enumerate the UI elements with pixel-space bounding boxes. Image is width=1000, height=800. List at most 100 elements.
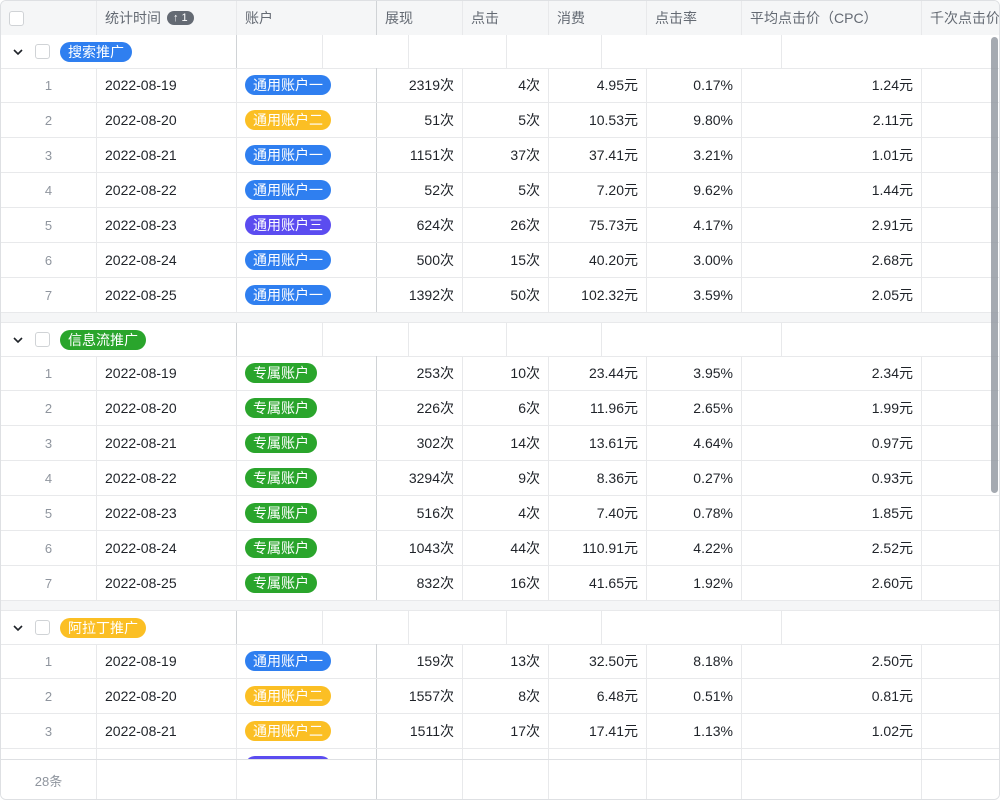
- table-row[interactable]: 6 2022-08-24 通用账户一 500次 15次 40.20元 3.00%…: [1, 243, 999, 278]
- cost-cell: 37.41元: [549, 138, 647, 172]
- ctr-cell: 0.17%: [647, 68, 742, 102]
- clicks-cell: 26次: [463, 208, 549, 242]
- header-cpc[interactable]: 平均点击价（CPC）: [742, 1, 922, 35]
- chevron-down-icon[interactable]: [11, 621, 25, 635]
- table-row[interactable]: 7 2022-08-25 专属账户 832次 16次 41.65元 1.92% …: [1, 566, 999, 601]
- account-tag: 通用账户一: [245, 285, 331, 305]
- cpc-cell: 1.01元: [742, 138, 922, 172]
- cpc-cell: 2.05元: [742, 278, 922, 312]
- table-row[interactable]: 1 2022-08-19 通用账户一 159次 13次 32.50元 8.18%…: [1, 644, 999, 679]
- header-clicks[interactable]: 点击: [463, 1, 549, 35]
- cost-cell: 32.50元: [549, 644, 647, 678]
- impressions-cell: 51次: [377, 103, 463, 137]
- date-cell: 2022-08-21: [97, 138, 237, 172]
- cpc-cell: 1.02元: [742, 714, 922, 748]
- group-checkbox[interactable]: [35, 332, 50, 347]
- clicks-cell: 16次: [463, 566, 549, 600]
- account-cell: 通用账户一: [237, 278, 377, 312]
- cost-cell: 7.40元: [549, 496, 647, 530]
- ctr-cell: 2.65%: [647, 391, 742, 425]
- cpm-cell: [922, 496, 999, 530]
- header-cost[interactable]: 消费: [549, 1, 647, 35]
- row-index: 1: [1, 644, 97, 678]
- date-cell: 2022-08-19: [97, 356, 237, 390]
- header-impressions[interactable]: 展现: [377, 1, 463, 35]
- group-tag: 阿拉丁推广: [60, 617, 146, 638]
- cpc-cell: 1.24元: [742, 68, 922, 102]
- row-index: 6: [1, 243, 97, 277]
- cpm-cell: [922, 426, 999, 460]
- account-tag: 通用账户三: [245, 215, 331, 235]
- header-ctr[interactable]: 点击率: [647, 1, 742, 35]
- date-cell: 2022-08-21: [97, 426, 237, 460]
- cpc-cell: 2.34元: [742, 356, 922, 390]
- impressions-cell: 500次: [377, 243, 463, 277]
- table-row[interactable]: 1 2022-08-19 专属账户 253次 10次 23.44元 3.95% …: [1, 356, 999, 391]
- row-index: 5: [1, 208, 97, 242]
- clicks-cell: 17次: [463, 714, 549, 748]
- group-checkbox[interactable]: [35, 44, 50, 59]
- table-row[interactable]: 4 2022-08-22 专属账户 3294次 9次 8.36元 0.27% 0…: [1, 461, 999, 496]
- cpc-cell: 2.52元: [742, 531, 922, 565]
- table-row[interactable]: 3 2022-08-21 通用账户二 1511次 17次 17.41元 1.13…: [1, 714, 999, 749]
- table-row[interactable]: 3 2022-08-21 通用账户一 1151次 37次 37.41元 3.21…: [1, 138, 999, 173]
- table-row[interactable]: 7 2022-08-25 通用账户一 1392次 50次 102.32元 3.5…: [1, 278, 999, 313]
- ctr-cell: 1.92%: [647, 566, 742, 600]
- impressions-cell: 3294次: [377, 461, 463, 495]
- row-index: 3: [1, 138, 97, 172]
- row-index: 7: [1, 278, 97, 312]
- table-row[interactable]: 1 2022-08-19 通用账户一 2319次 4次 4.95元 0.17% …: [1, 68, 999, 103]
- ctr-cell: 0.51%: [647, 679, 742, 713]
- table-row[interactable]: 6 2022-08-24 专属账户 1043次 44次 110.91元 4.22…: [1, 531, 999, 566]
- table-row[interactable]: 2 2022-08-20 专属账户 226次 6次 11.96元 2.65% 1…: [1, 391, 999, 426]
- clicks-cell: 15次: [463, 243, 549, 277]
- select-all-checkbox[interactable]: [9, 10, 24, 26]
- vertical-scrollbar[interactable]: [991, 37, 998, 493]
- account-cell: 通用账户一: [237, 243, 377, 277]
- group-header-row[interactable]: 阿拉丁推广: [1, 611, 999, 645]
- header-account[interactable]: 账户: [237, 1, 377, 35]
- table-header: 统计时间 ↑ 1 账户 展现 点击 消费 点击率 平均点击价（CPC） 千次点击价: [1, 1, 1000, 36]
- account-cell: 专属账户: [237, 356, 377, 390]
- cost-cell: 7.20元: [549, 173, 647, 207]
- row-index: 3: [1, 714, 97, 748]
- account-cell: 专属账户: [237, 426, 377, 460]
- row-index: 3: [1, 426, 97, 460]
- sort-badge[interactable]: ↑ 1: [167, 11, 194, 25]
- table-row[interactable]: 5 2022-08-23 专属账户 516次 4次 7.40元 0.78% 1.…: [1, 496, 999, 531]
- cost-cell: 8.36元: [549, 461, 647, 495]
- cpc-cell: 2.11元: [742, 103, 922, 137]
- table-row[interactable]: 4 2022-08-22 通用账户一 52次 5次 7.20元 9.62% 1.…: [1, 173, 999, 208]
- date-cell: 2022-08-20: [97, 679, 237, 713]
- clicks-cell: 5次: [463, 173, 549, 207]
- cpm-cell: [922, 461, 999, 495]
- impressions-cell: 516次: [377, 496, 463, 530]
- chevron-down-icon[interactable]: [11, 45, 25, 59]
- group-header-row[interactable]: 搜索推广: [1, 35, 999, 69]
- cost-cell: 17.41元: [549, 714, 647, 748]
- group-checkbox[interactable]: [35, 620, 50, 635]
- row-index: 2: [1, 679, 97, 713]
- impressions-cell: 159次: [377, 644, 463, 678]
- cpm-cell: [922, 714, 999, 748]
- clicks-cell: 13次: [463, 644, 549, 678]
- table-row[interactable]: 2 2022-08-20 通用账户二 51次 5次 10.53元 9.80% 2…: [1, 103, 999, 138]
- table-row[interactable]: 5 2022-08-23 通用账户三 624次 26次 75.73元 4.17%…: [1, 208, 999, 243]
- table-footer: 28条: [1, 759, 999, 799]
- cpm-cell: [922, 644, 999, 678]
- row-index: 5: [1, 496, 97, 530]
- date-cell: 2022-08-19: [97, 68, 237, 102]
- cpm-cell: [922, 173, 999, 207]
- cost-cell: 11.96元: [549, 391, 647, 425]
- table-row[interactable]: 2 2022-08-20 通用账户二 1557次 8次 6.48元 0.51% …: [1, 679, 999, 714]
- table-row[interactable]: 3 2022-08-21 专属账户 302次 14次 13.61元 4.64% …: [1, 426, 999, 461]
- group-header-row[interactable]: 信息流推广: [1, 323, 999, 357]
- account-cell: 通用账户一: [237, 173, 377, 207]
- account-cell: 通用账户二: [237, 679, 377, 713]
- header-date[interactable]: 统计时间 ↑ 1: [97, 1, 237, 35]
- chevron-down-icon[interactable]: [11, 333, 25, 347]
- ctr-cell: 3.95%: [647, 356, 742, 390]
- clicks-cell: 44次: [463, 531, 549, 565]
- account-cell: 通用账户三: [237, 208, 377, 242]
- header-cpm[interactable]: 千次点击价: [930, 10, 1000, 26]
